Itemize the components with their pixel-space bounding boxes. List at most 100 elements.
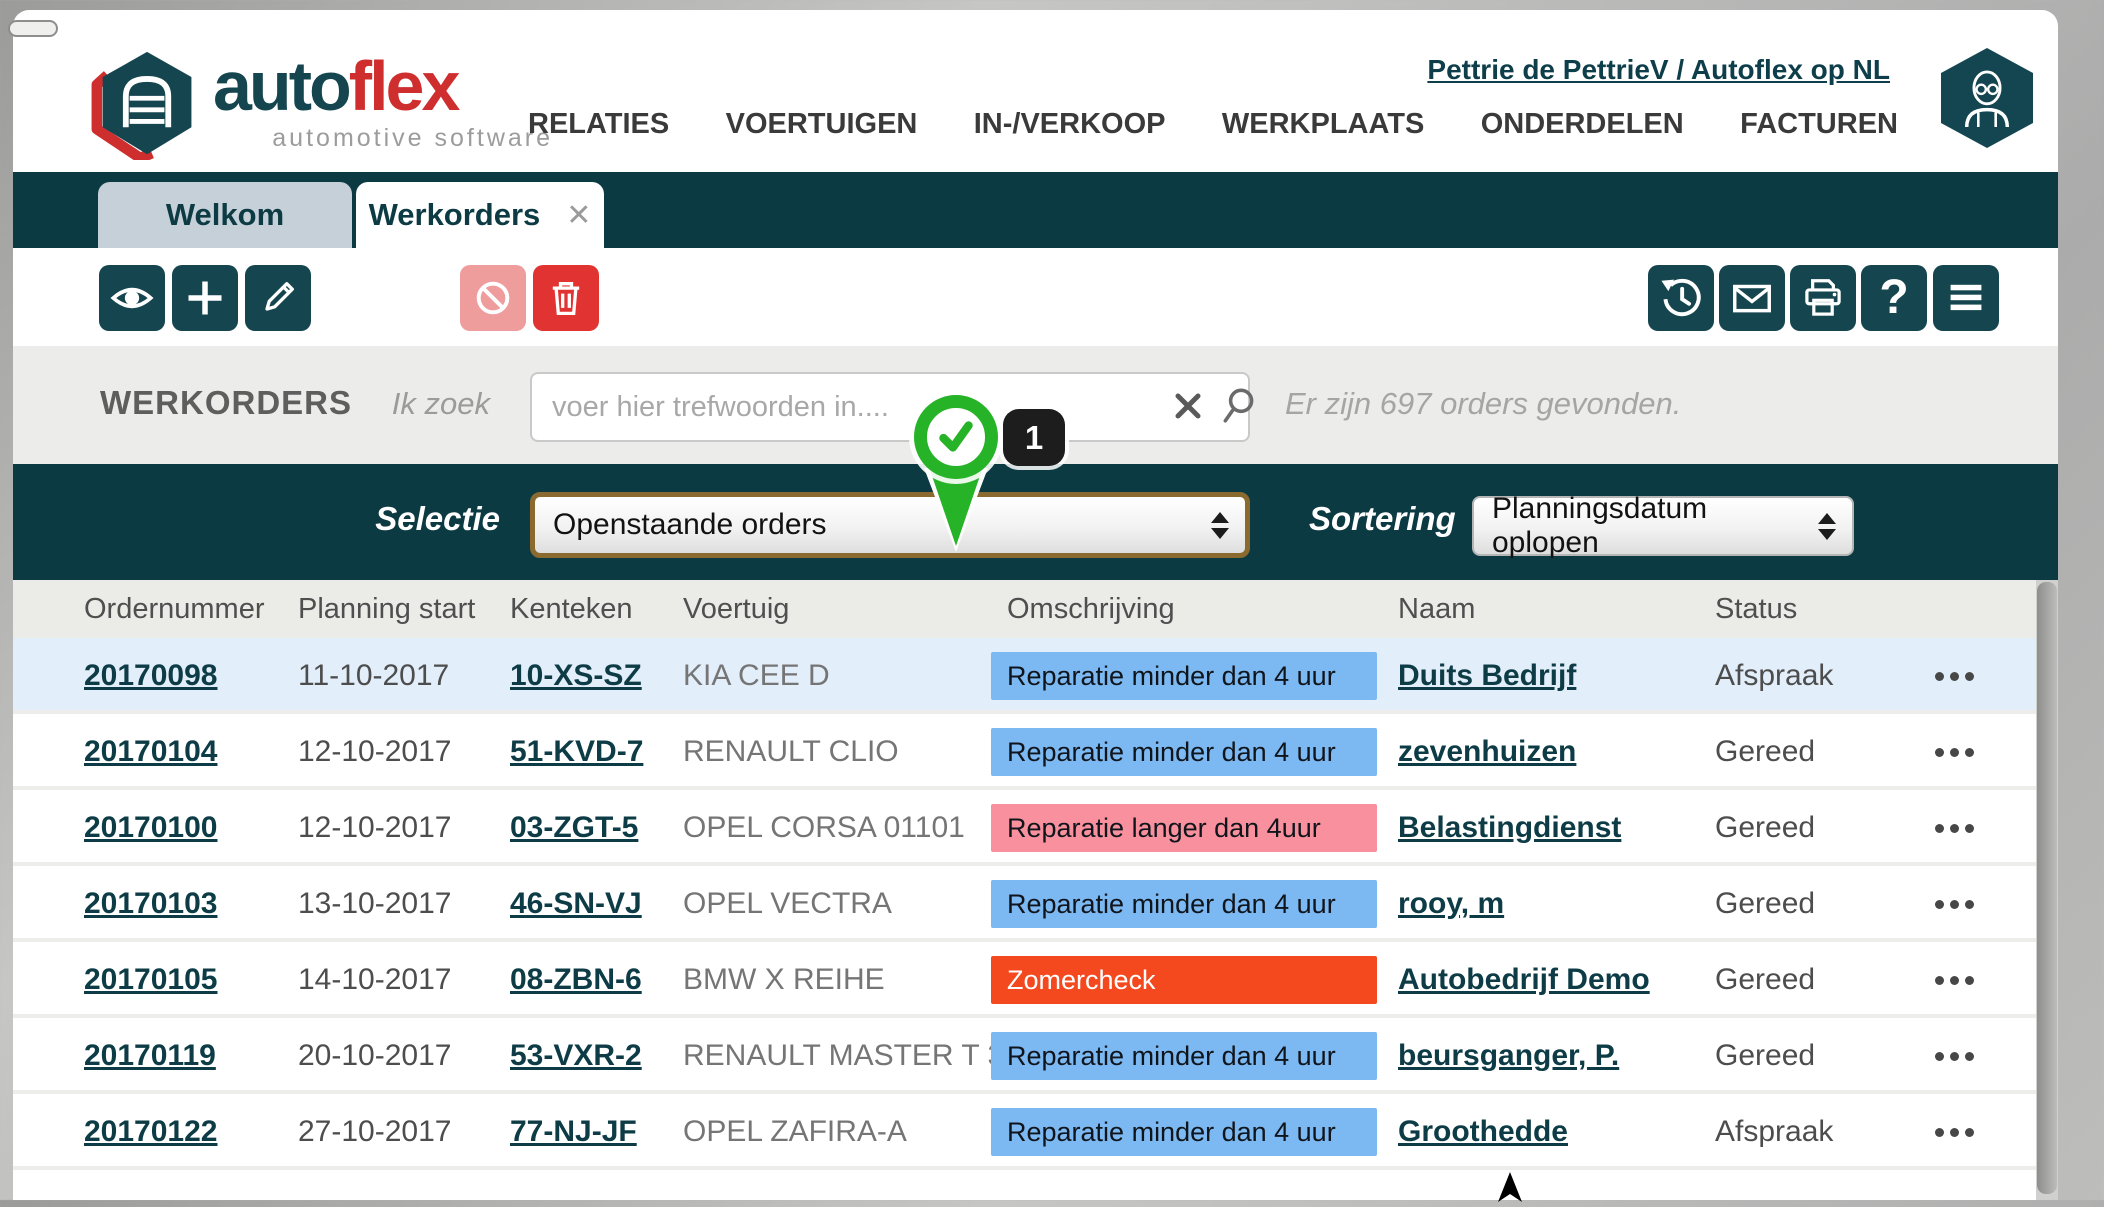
status-text: Gereed: [1715, 1039, 1816, 1072]
help-button[interactable]: ?: [1861, 265, 1927, 331]
pin-step-badge: 1: [1003, 409, 1065, 466]
row-actions-menu-icon[interactable]: [1935, 942, 1974, 1018]
mail-button[interactable]: [1719, 265, 1785, 331]
license-plate-link[interactable]: 03-ZGT-5: [510, 811, 639, 844]
order-number-link[interactable]: 20170122: [84, 1115, 218, 1148]
vehicle-name: KIA CEE D: [683, 659, 830, 692]
table-row[interactable]: 20170105 14-10-2017 08-ZBN-6 BMW X REIHE…: [13, 942, 2036, 1018]
customer-name-link[interactable]: beursganger, P.: [1398, 1039, 1620, 1072]
main-navigation: RELATIES VOERTUIGEN IN-/VERKOOP WERKPLAA…: [528, 108, 1898, 141]
table-row[interactable]: 20170103 13-10-2017 46-SN-VJ OPEL VECTRA…: [13, 866, 2036, 942]
row-actions-menu-icon[interactable]: [1935, 790, 1974, 866]
question-mark-icon: ?: [1879, 271, 1909, 324]
order-number-link[interactable]: 20170098: [84, 659, 218, 692]
trash-icon: [552, 282, 580, 316]
search-input[interactable]: [530, 372, 1250, 442]
col-header-status[interactable]: Status: [1715, 593, 1798, 625]
table-row[interactable]: 20170119 20-10-2017 53-VXR-2 RENAULT MAS…: [13, 1018, 2036, 1094]
nav-item-facturen[interactable]: FACTUREN: [1740, 108, 1898, 140]
order-number-link[interactable]: 20170119: [84, 1039, 216, 1072]
planning-start-date: 27-10-2017: [298, 1115, 452, 1148]
nav-item-onderdelen[interactable]: ONDERDELEN: [1480, 108, 1684, 140]
description-badge: Reparatie minder dan 4 uur: [991, 1108, 1377, 1156]
view-button[interactable]: [99, 265, 165, 331]
license-plate-link[interactable]: 46-SN-VJ: [510, 887, 642, 920]
customer-name-link[interactable]: rooy, m: [1398, 887, 1505, 920]
order-number-link[interactable]: 20170104: [84, 735, 218, 768]
dropdown-spinner-icon: [1211, 511, 1229, 539]
description-badge: Reparatie minder dan 4 uur: [991, 652, 1377, 700]
table-row[interactable]: 20170104 12-10-2017 51-KVD-7 RENAULT CLI…: [13, 714, 2036, 790]
col-header-naam[interactable]: Naam: [1398, 593, 1476, 625]
col-header-voertuig[interactable]: Voertuig: [683, 593, 790, 625]
customer-name-link[interactable]: Groothedde: [1398, 1115, 1568, 1148]
logo-red-swoosh: [91, 71, 154, 164]
customer-name-link[interactable]: Belastingdienst: [1398, 811, 1622, 844]
order-number-link[interactable]: 20170103: [84, 887, 218, 920]
order-number-link[interactable]: 20170105: [84, 963, 218, 996]
table-row[interactable]: 20170100 12-10-2017 03-ZGT-5 OPEL CORSA …: [13, 790, 2036, 866]
order-number-link[interactable]: 20170100: [84, 811, 218, 844]
customer-name-link[interactable]: Duits Bedrijf: [1398, 659, 1577, 692]
nav-item-in-verkoop[interactable]: IN-/VERKOOP: [973, 108, 1166, 140]
logo-word-flex: flex: [348, 47, 461, 125]
search-icon[interactable]: [1218, 384, 1260, 426]
menu-button[interactable]: [1933, 265, 1999, 331]
row-actions-menu-icon[interactable]: [1935, 1018, 1974, 1094]
row-actions-menu-icon[interactable]: [1935, 638, 1974, 714]
block-button[interactable]: [460, 265, 526, 331]
tab-welkom[interactable]: Welkom: [98, 182, 352, 248]
delete-button[interactable]: [533, 265, 599, 331]
history-button[interactable]: [1648, 265, 1714, 331]
user-account-link[interactable]: Pettrie de PettrieV / Autoflex op NL: [1427, 54, 1890, 85]
license-plate-link[interactable]: 10-XS-SZ: [510, 659, 642, 692]
print-button[interactable]: [1790, 265, 1856, 331]
autoflex-logo: autoflex automotive software: [213, 50, 643, 153]
mail-icon: [1733, 284, 1771, 313]
description-badge: Reparatie minder dan 4 uur: [991, 728, 1377, 776]
license-plate-link[interactable]: 51-KVD-7: [510, 735, 644, 768]
description-badge: Reparatie minder dan 4 uur: [991, 880, 1377, 928]
status-text: Gereed: [1715, 887, 1816, 920]
results-count-text: Er zijn 697 orders gevonden.: [1285, 386, 1682, 421]
row-actions-menu-icon[interactable]: [1935, 866, 1974, 942]
scrollbar-thumb[interactable]: [2037, 582, 2057, 1194]
nav-item-voertuigen[interactable]: VOERTUIGEN: [725, 108, 918, 140]
tab-werkorders[interactable]: Werkorders ✕: [356, 182, 604, 248]
col-header-planning-start[interactable]: Planning start: [298, 593, 476, 625]
customer-name-link[interactable]: zevenhuizen: [1398, 735, 1577, 768]
plus-icon: [188, 281, 222, 315]
block-icon: [476, 281, 510, 315]
window-control-pill[interactable]: [8, 20, 58, 37]
col-header-omschrijving[interactable]: Omschrijving: [1007, 593, 1175, 625]
avatar[interactable]: [1941, 48, 2033, 148]
sort-dropdown[interactable]: Planningsdatum oplopen: [1472, 492, 1854, 559]
eye-icon: [110, 287, 154, 309]
nav-item-werkplaats[interactable]: WERKPLAATS: [1221, 108, 1425, 140]
clear-search-icon[interactable]: [1168, 386, 1208, 426]
sort-value: Planningsdatum oplopen: [1492, 492, 1708, 559]
hamburger-menu-icon: [1950, 284, 1982, 311]
row-actions-menu-icon[interactable]: [1935, 714, 1974, 790]
nav-item-relaties[interactable]: RELATIES: [528, 108, 670, 140]
license-plate-link[interactable]: 77-NJ-JF: [510, 1115, 637, 1148]
table-row[interactable]: 20170098 11-10-2017 10-XS-SZ KIA CEE D R…: [13, 638, 2036, 714]
license-plate-link[interactable]: 53-VXR-2: [510, 1039, 642, 1072]
table-row[interactable]: 20170122 27-10-2017 77-NJ-JF OPEL ZAFIRA…: [13, 1094, 2036, 1170]
vertical-scrollbar[interactable]: [2036, 580, 2058, 1200]
add-button[interactable]: [172, 265, 238, 331]
tab-close-icon[interactable]: ✕: [566, 198, 592, 232]
vehicle-name: OPEL VECTRA: [683, 887, 892, 920]
planning-start-date: 13-10-2017: [298, 887, 452, 920]
printer-icon: [1805, 279, 1841, 316]
edit-button[interactable]: [245, 265, 311, 331]
row-actions-menu-icon[interactable]: [1935, 1094, 1974, 1170]
selection-dropdown[interactable]: Openstaande orders: [530, 492, 1250, 558]
license-plate-link[interactable]: 08-ZBN-6: [510, 963, 642, 996]
col-header-kenteken[interactable]: Kenteken: [510, 593, 633, 625]
vehicle-name: BMW X REIHE: [683, 963, 885, 996]
vehicle-name: OPEL CORSA 01101: [683, 811, 965, 844]
customer-name-link[interactable]: Autobedrijf Demo: [1398, 963, 1650, 996]
col-header-ordernummer[interactable]: Ordernummer: [84, 593, 265, 625]
planning-start-date: 11-10-2017: [298, 659, 450, 692]
